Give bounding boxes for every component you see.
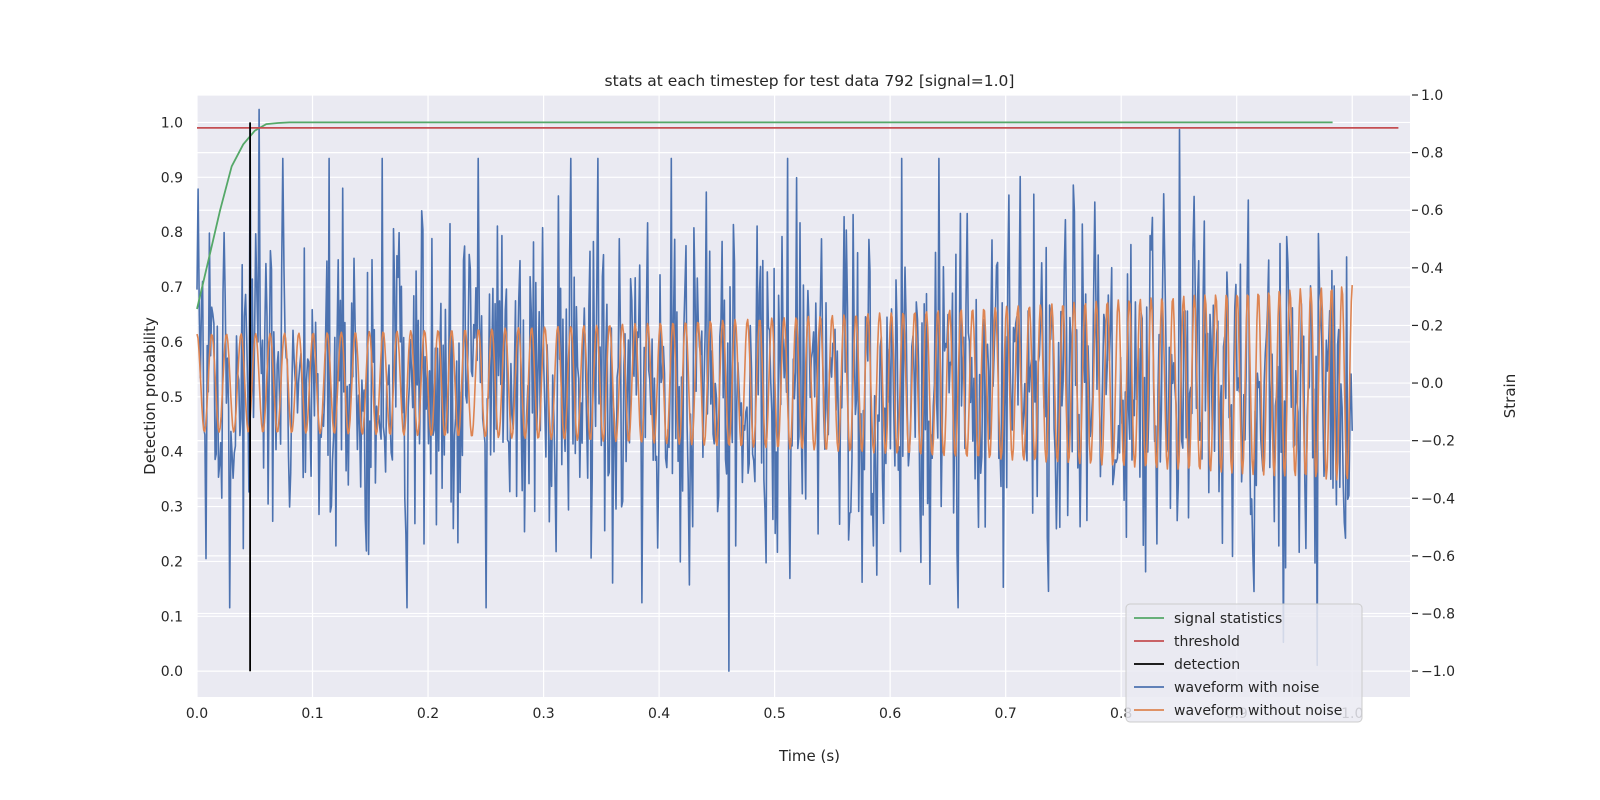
legend-label: waveform with noise — [1174, 680, 1319, 696]
x-tick-label: 0.1 — [301, 706, 323, 722]
left-tick-label: 0.8 — [161, 225, 183, 241]
right-tick-label: −0.2 — [1421, 434, 1455, 450]
right-axis: −1.0 −0.8 −0.6 −0.4 −0.2 0.0 0.2 0.4 0.6 0.8 1.0 — [1412, 88, 1455, 680]
x-tick-label: 0.4 — [648, 706, 670, 722]
left-tick-label: 1.0 — [161, 115, 183, 131]
x-axis-label: Time (s) — [778, 747, 840, 765]
left-tick-label: 0.4 — [161, 445, 183, 461]
left-tick-label: 0.6 — [161, 335, 183, 351]
left-tick-label: 0.3 — [161, 500, 183, 516]
x-tick-label: 0.7 — [995, 706, 1017, 722]
left-tick-label: 0.1 — [161, 609, 183, 625]
x-tick-label: 0.0 — [186, 706, 208, 722]
right-tick-label: 0.0 — [1421, 376, 1443, 392]
x-tick-label: 0.6 — [879, 706, 901, 722]
left-tick-label: 0.5 — [161, 390, 183, 406]
left-tick-label: 0.0 — [161, 664, 183, 680]
right-tick-label: 1.0 — [1421, 88, 1443, 104]
legend-label: threshold — [1174, 634, 1240, 650]
left-tick-label: 0.2 — [161, 554, 183, 570]
right-tick-label: 0.8 — [1421, 146, 1443, 162]
right-tick-label: −0.8 — [1421, 606, 1455, 622]
right-tick-label: −0.6 — [1421, 549, 1455, 565]
legend-label: signal statistics — [1174, 611, 1282, 627]
x-tick-label: 0.2 — [417, 706, 439, 722]
series-waveform-without-noise — [196, 285, 1353, 481]
legend-label: detection — [1174, 657, 1240, 673]
series-signal-statistics — [196, 121, 1333, 310]
y-axis-label-right: Strain — [1501, 374, 1519, 418]
legend-box — [1125, 603, 1363, 723]
x-tick-label: 0.3 — [532, 706, 554, 722]
right-tick-label: 0.2 — [1421, 318, 1443, 334]
x-tick-label: 0.5 — [763, 706, 785, 722]
right-tick-label: −0.4 — [1421, 491, 1455, 507]
right-tick-label: −1.0 — [1421, 664, 1455, 680]
chart-title: stats at each timestep for test data 792… — [605, 72, 1015, 90]
y-axis-label-left: Detection probability — [141, 317, 159, 475]
left-axis: 0.0 0.1 0.2 0.3 0.4 0.5 0.6 0.7 0.8 0.9 1.0 — [161, 115, 183, 680]
legend-label: waveform without noise — [1174, 703, 1342, 719]
right-tick-label: 0.6 — [1421, 203, 1443, 219]
legend: signal statistics threshold detection wavef… — [1125, 603, 1363, 723]
right-tick-label: 0.4 — [1421, 261, 1443, 277]
series-layer — [196, 108, 1399, 672]
left-tick-label: 0.7 — [161, 280, 183, 296]
left-tick-label: 0.9 — [161, 170, 183, 186]
